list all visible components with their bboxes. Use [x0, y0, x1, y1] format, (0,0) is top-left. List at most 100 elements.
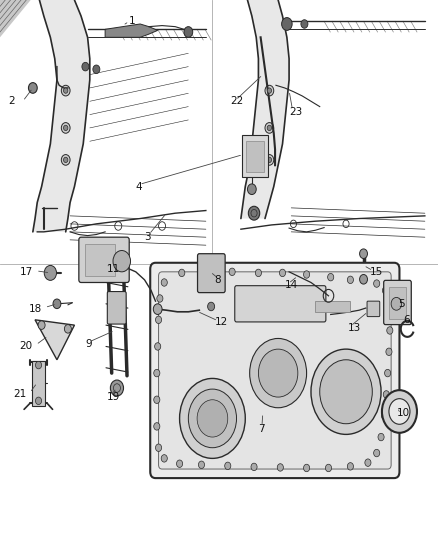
- Text: 15: 15: [370, 267, 383, 277]
- Text: 13: 13: [348, 323, 361, 333]
- Circle shape: [155, 444, 162, 451]
- Circle shape: [383, 391, 389, 398]
- Text: 20: 20: [20, 342, 33, 351]
- Circle shape: [387, 295, 393, 302]
- Circle shape: [360, 274, 367, 284]
- Circle shape: [44, 265, 57, 280]
- Text: 14: 14: [285, 280, 298, 290]
- Circle shape: [61, 85, 70, 96]
- Circle shape: [282, 18, 292, 30]
- Circle shape: [347, 276, 353, 284]
- Circle shape: [387, 327, 393, 334]
- Circle shape: [391, 297, 402, 310]
- Circle shape: [382, 390, 417, 433]
- Text: 4: 4: [136, 182, 142, 191]
- Polygon shape: [105, 24, 158, 37]
- Polygon shape: [35, 320, 74, 360]
- Text: 19: 19: [107, 392, 120, 402]
- Circle shape: [251, 463, 257, 471]
- Circle shape: [250, 338, 307, 408]
- Circle shape: [267, 88, 272, 93]
- Circle shape: [265, 85, 274, 96]
- Text: 8: 8: [215, 275, 221, 285]
- Circle shape: [378, 433, 384, 441]
- Circle shape: [347, 463, 353, 470]
- Circle shape: [155, 343, 161, 350]
- Circle shape: [113, 251, 131, 272]
- Text: 12: 12: [215, 318, 228, 327]
- Circle shape: [387, 308, 393, 316]
- Circle shape: [161, 455, 167, 462]
- Circle shape: [267, 157, 272, 163]
- FancyBboxPatch shape: [150, 263, 399, 478]
- Circle shape: [179, 269, 185, 277]
- Circle shape: [184, 27, 193, 37]
- Circle shape: [161, 279, 167, 286]
- FancyBboxPatch shape: [235, 286, 326, 322]
- Circle shape: [304, 464, 310, 472]
- Circle shape: [61, 123, 70, 133]
- Text: 7: 7: [258, 424, 265, 434]
- Circle shape: [64, 88, 68, 93]
- FancyBboxPatch shape: [159, 272, 391, 469]
- Circle shape: [229, 268, 235, 276]
- Bar: [246, 141, 264, 172]
- Circle shape: [304, 271, 310, 278]
- Circle shape: [177, 460, 183, 467]
- Text: 9: 9: [85, 339, 92, 349]
- Text: 3: 3: [145, 232, 151, 242]
- Circle shape: [64, 125, 68, 131]
- Circle shape: [93, 65, 100, 74]
- Circle shape: [110, 380, 124, 396]
- Circle shape: [53, 299, 61, 309]
- Circle shape: [61, 155, 70, 165]
- FancyBboxPatch shape: [367, 301, 380, 317]
- Circle shape: [247, 184, 256, 195]
- Circle shape: [154, 396, 160, 403]
- Circle shape: [382, 287, 389, 294]
- Circle shape: [38, 321, 45, 329]
- Circle shape: [301, 20, 308, 28]
- Circle shape: [279, 269, 286, 277]
- Text: 17: 17: [20, 267, 33, 277]
- Circle shape: [255, 269, 261, 277]
- Circle shape: [35, 397, 42, 405]
- Circle shape: [258, 349, 298, 397]
- FancyBboxPatch shape: [79, 237, 129, 282]
- Circle shape: [64, 157, 68, 163]
- Circle shape: [155, 316, 162, 324]
- FancyBboxPatch shape: [384, 280, 411, 325]
- Circle shape: [225, 462, 231, 470]
- Circle shape: [157, 295, 163, 302]
- Circle shape: [153, 304, 162, 314]
- FancyBboxPatch shape: [107, 292, 126, 324]
- Text: 10: 10: [396, 408, 410, 418]
- Circle shape: [374, 449, 380, 457]
- Circle shape: [248, 206, 260, 220]
- Text: 2: 2: [9, 96, 15, 106]
- Circle shape: [82, 62, 89, 71]
- Circle shape: [328, 273, 334, 281]
- FancyBboxPatch shape: [242, 135, 268, 177]
- Circle shape: [180, 378, 245, 458]
- Polygon shape: [241, 0, 289, 219]
- Bar: [85, 244, 115, 276]
- Circle shape: [208, 302, 215, 311]
- Circle shape: [198, 461, 205, 469]
- Circle shape: [28, 83, 37, 93]
- Circle shape: [197, 400, 228, 437]
- Circle shape: [374, 280, 380, 287]
- Circle shape: [265, 123, 274, 133]
- Circle shape: [64, 325, 71, 333]
- Polygon shape: [0, 0, 31, 37]
- Circle shape: [385, 369, 391, 377]
- Circle shape: [277, 464, 283, 471]
- FancyBboxPatch shape: [198, 254, 225, 293]
- Circle shape: [154, 369, 160, 377]
- Bar: [389, 287, 406, 319]
- Bar: [315, 301, 350, 312]
- Circle shape: [386, 348, 392, 356]
- Circle shape: [203, 268, 209, 276]
- Circle shape: [265, 155, 274, 165]
- Circle shape: [381, 412, 388, 419]
